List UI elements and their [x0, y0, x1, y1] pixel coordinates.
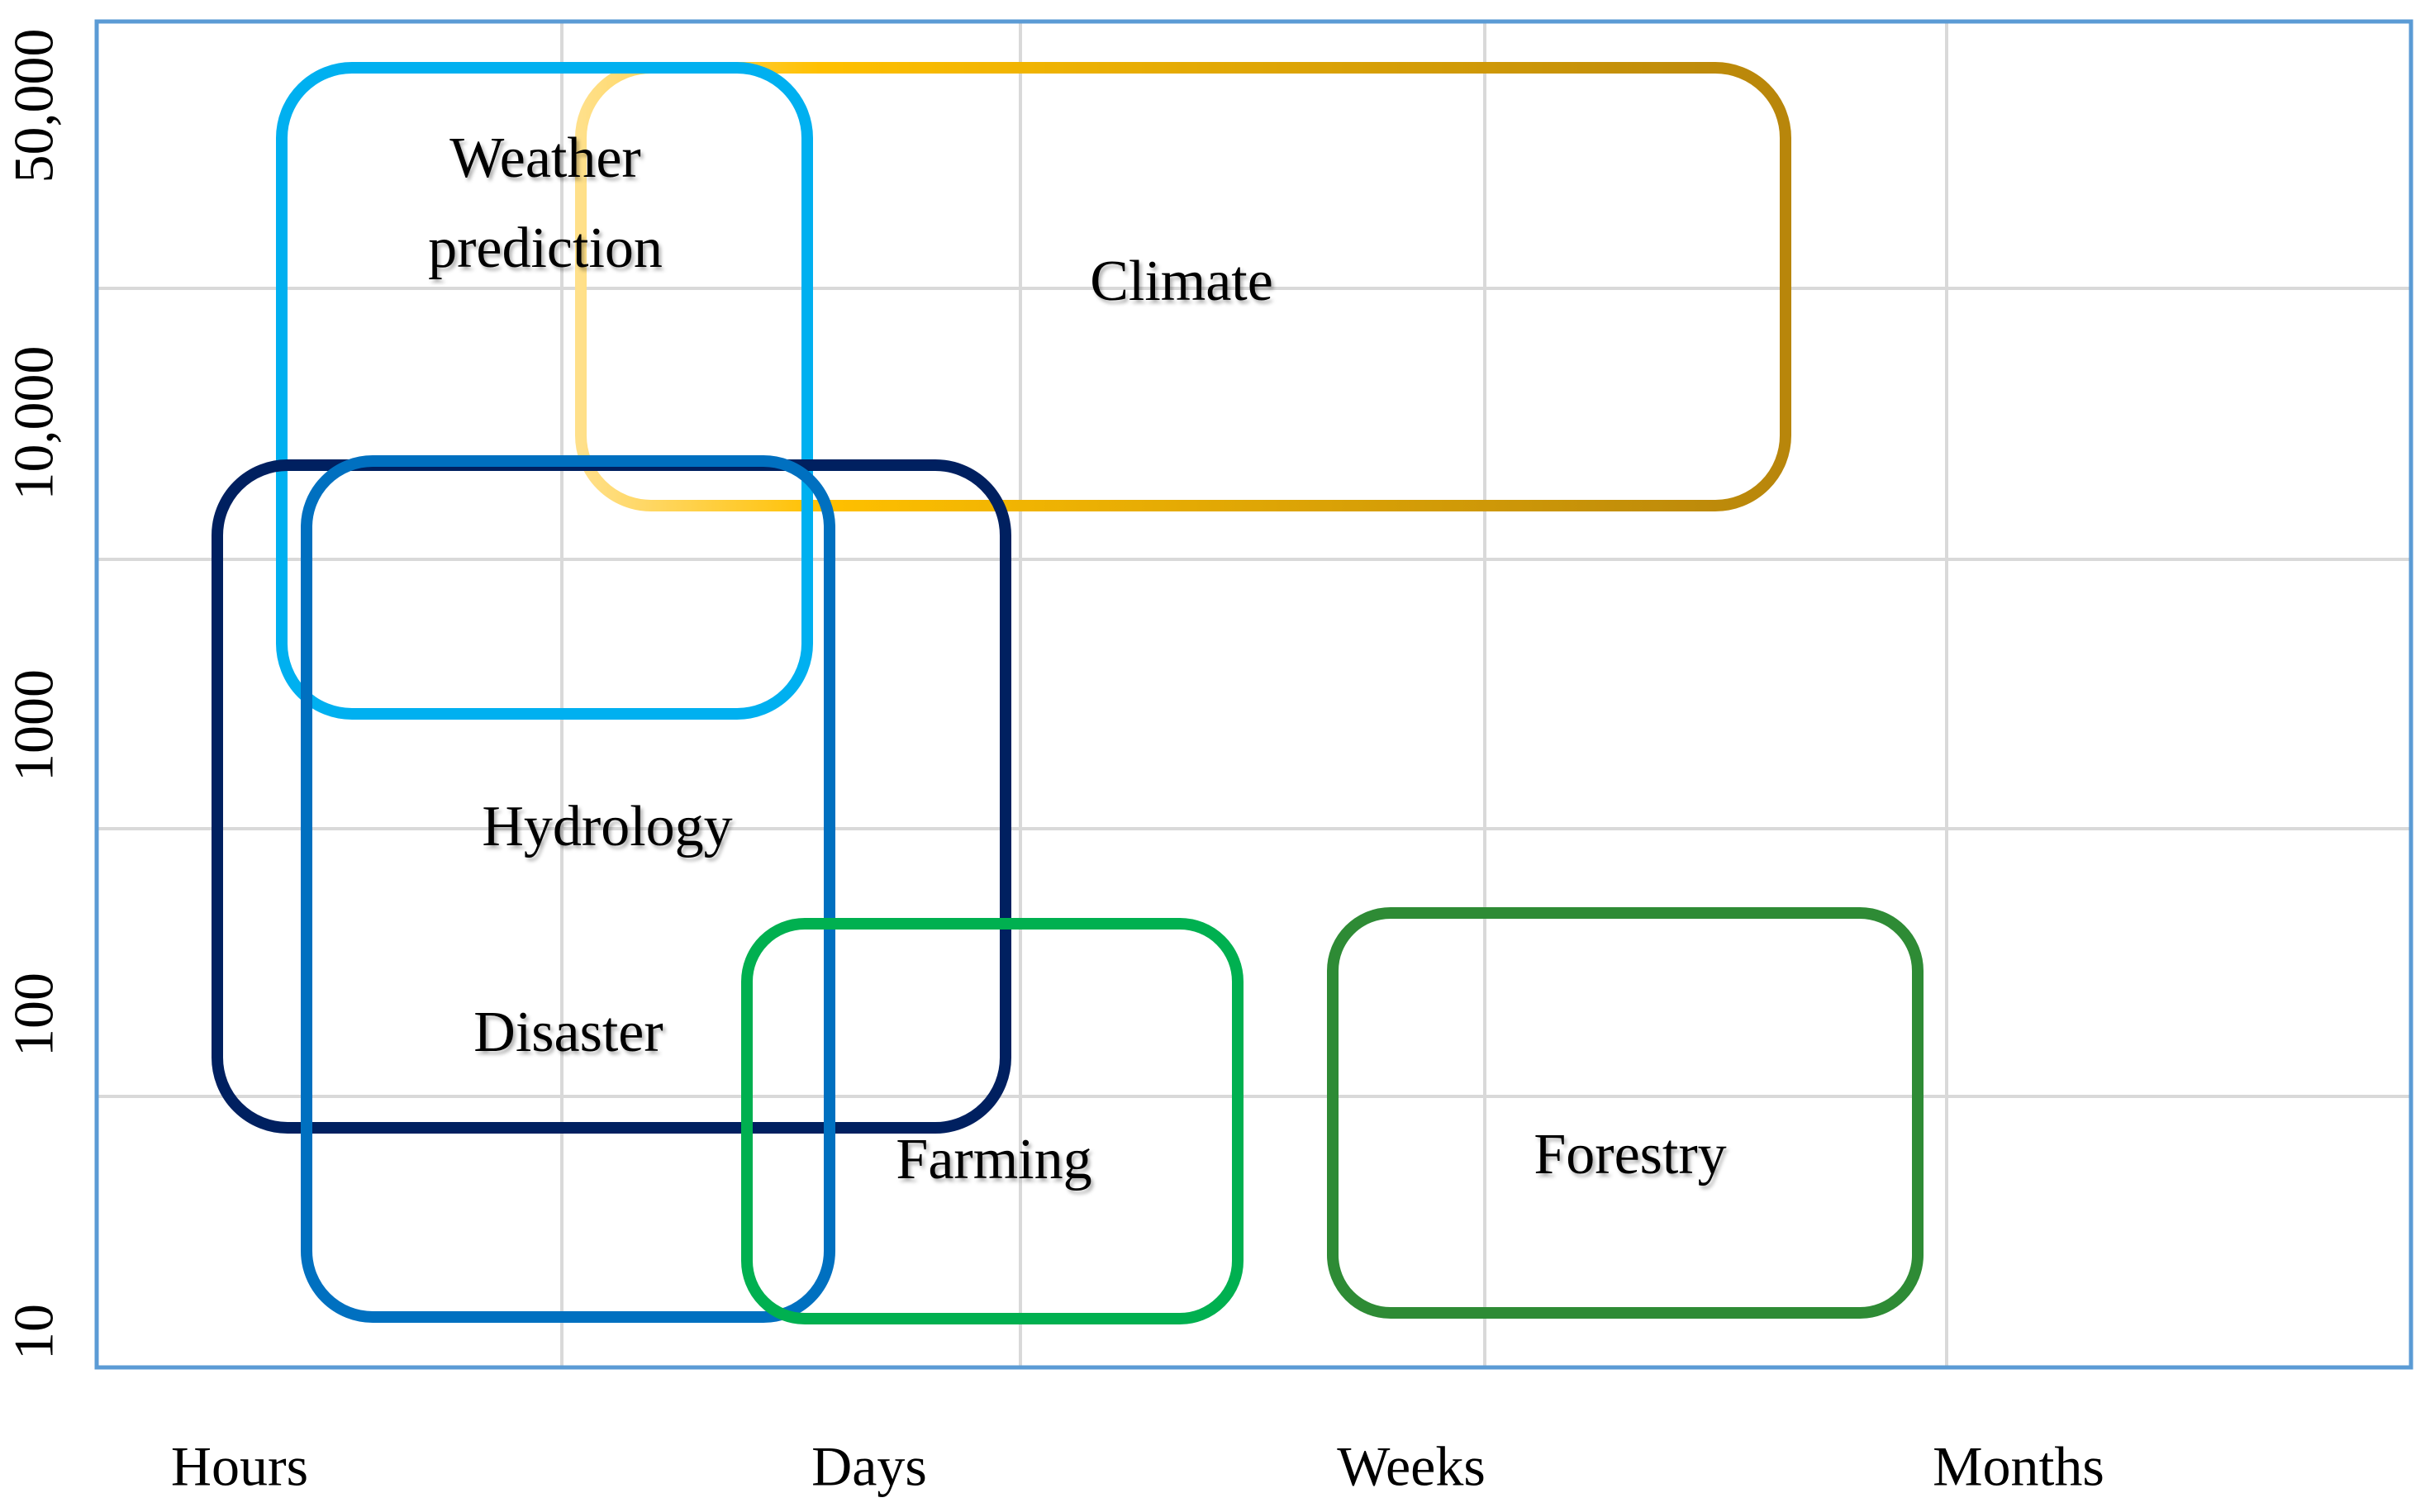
weather-prediction-label-line2: prediction: [428, 216, 663, 280]
climate-label: Climate: [1090, 250, 1273, 313]
plot-frame: [94, 19, 2413, 1370]
y-tick-label: 100: [2, 972, 65, 1057]
forestry-box: [1327, 907, 1924, 1319]
x-tick-label: Hours: [171, 1435, 308, 1498]
weather-prediction-box: [276, 62, 813, 720]
disaster-label: Disaster: [473, 1001, 663, 1064]
forestry-label: Forestry: [1534, 1123, 1726, 1186]
y-tick-label: 1000: [2, 669, 65, 782]
climate-box: [575, 62, 1791, 511]
x-tick-label: Days: [811, 1435, 927, 1498]
x-tick-label: Months: [1933, 1435, 2104, 1498]
x-tick-label: Weeks: [1337, 1435, 1486, 1498]
disaster-box: [301, 455, 835, 1323]
weather-prediction-label-line1: Weather: [449, 126, 640, 190]
y-axis: 50,000 10,000 1000 100 10: [2, 29, 65, 1361]
grid: [97, 21, 2411, 1367]
farming-box: [741, 918, 1244, 1324]
hydrology-label: Hydrology: [482, 795, 732, 858]
x-axis: Hours Days Weeks Months: [171, 1435, 2104, 1498]
farming-label: Farming: [896, 1128, 1091, 1191]
y-tick-label: 50,000: [2, 29, 65, 183]
y-tick-label: 10,000: [2, 346, 65, 501]
y-tick-label: 10: [2, 1304, 65, 1360]
region-labels: Weather prediction Climate Hydrology Dis…: [428, 126, 1727, 1191]
regions: [212, 62, 1924, 1324]
